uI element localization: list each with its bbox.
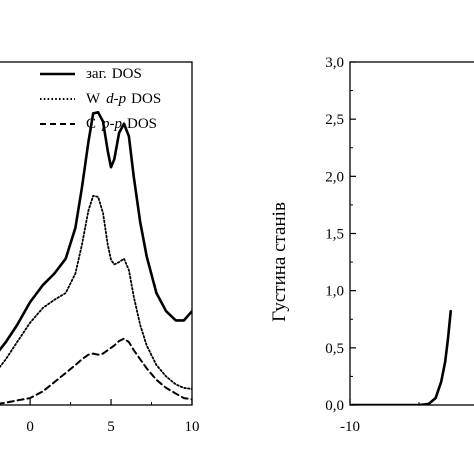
legend-entry-prefix: W — [86, 91, 101, 107]
left-series-dashed-line — [0, 337, 192, 405]
right-y-tick-label: 2,0 — [325, 169, 344, 185]
left-series-solid-line — [0, 111, 192, 352]
right-plot-border — [349, 61, 474, 406]
right-series-lines — [350, 309, 453, 405]
right-axes-frame — [349, 61, 474, 406]
legend-entry-orbital: d-p — [106, 91, 126, 107]
legend-entry-prefix: заг. — [86, 66, 107, 82]
right-y-tick-label: 0,0 — [325, 398, 344, 414]
right-x-tick-label: -10 — [340, 419, 360, 435]
right-y-axis-title: Густина станів — [269, 202, 290, 322]
right-y-tick-label: 3,0 — [325, 55, 344, 71]
left-series-lines — [0, 111, 192, 405]
legend-entry-suffix: DOS — [131, 91, 161, 107]
legend-entry-suffix: DOS — [127, 116, 157, 132]
left-x-tick-label: 5 — [107, 419, 115, 435]
right-series-solid-line — [350, 309, 453, 405]
legend-entry-orbital: p-p — [101, 116, 122, 132]
right-dos-chart: 0,0 0,5 1,0 1,5 2,0 2,5 3,0 -10 Густина станів — [269, 55, 474, 435]
left-x-tick-label: 0 — [26, 419, 34, 435]
left-axes-frame — [0, 61, 193, 406]
right-y-tick-label: 0,5 — [325, 341, 344, 357]
left-x-tick-label: 10 — [185, 419, 200, 435]
right-ticks: 0,0 0,5 1,0 1,5 2,0 2,5 3,0 -10 — [325, 55, 420, 435]
legend-entry-solid: заг. DOS — [86, 66, 142, 82]
legend-entry-suffix: DOS — [112, 66, 142, 82]
right-y-tick-label: 1,5 — [325, 227, 344, 243]
left-plot-border — [0, 61, 193, 406]
right-y-tick-label: 1,0 — [325, 284, 344, 300]
left-series-dotted-line — [0, 194, 192, 390]
right-y-tick-label: 2,5 — [325, 112, 344, 128]
legend-entry-prefix: C — [86, 116, 96, 132]
